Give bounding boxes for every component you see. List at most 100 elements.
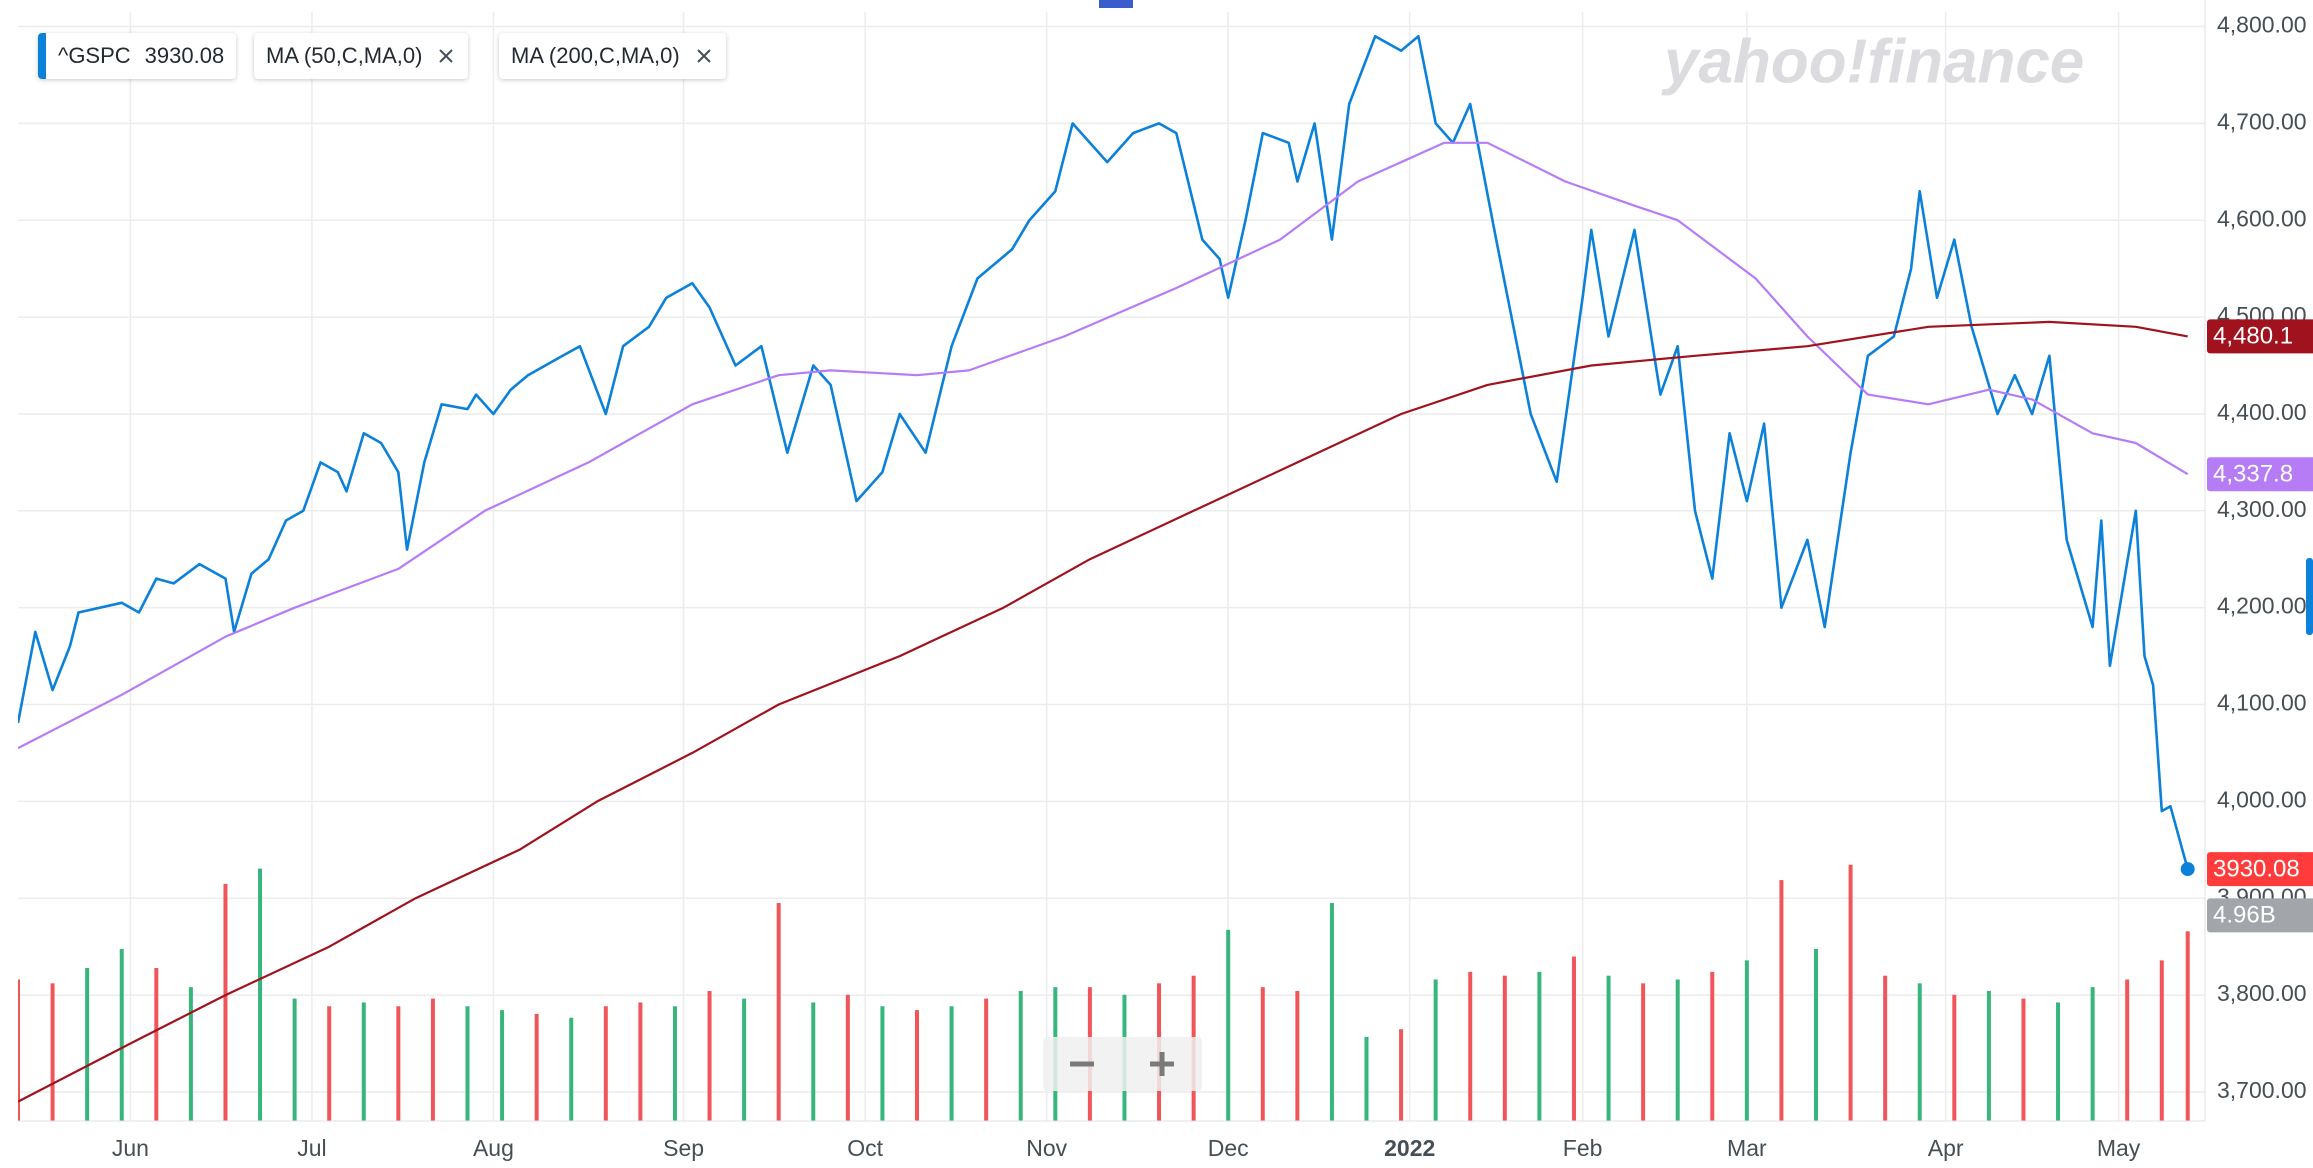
volume-bar	[534, 1013, 539, 1121]
volume-bar	[672, 1006, 677, 1121]
y-tick-label: 4,000.00	[2217, 786, 2307, 812]
volume-bar	[1468, 971, 1473, 1121]
volume-bar	[2185, 931, 2190, 1121]
y-tick-label: 4,400.00	[2217, 399, 2307, 425]
x-tick-label: Mar	[1727, 1135, 1767, 1161]
volume-bar	[949, 1006, 954, 1121]
series-line	[18, 141, 2189, 750]
remove-icon[interactable]	[438, 48, 454, 64]
end-label: 4,480.1	[2213, 323, 2293, 350]
volume-bar	[811, 1002, 816, 1121]
volume-bar	[776, 903, 781, 1121]
x-tick-label: Jun	[112, 1135, 149, 1161]
x-tick-label: 2022	[1384, 1135, 1435, 1161]
x-tick-label: Nov	[1026, 1135, 1067, 1161]
legend-value: 3930.08	[144, 43, 225, 68]
volume-bar	[258, 868, 263, 1121]
chip-marker	[38, 33, 46, 79]
volume-bar	[1364, 1036, 1369, 1121]
y-tick-label: 4,300.00	[2217, 496, 2307, 522]
x-tick-label: Aug	[473, 1135, 514, 1161]
volume-bar	[1226, 929, 1231, 1121]
last-point	[2180, 862, 2195, 877]
volume-bar	[119, 948, 124, 1121]
axis-labels: 3,700.003,800.003,900.004,000.004,100.00…	[112, 12, 2307, 1161]
volume-bar	[85, 968, 90, 1121]
volume-bar	[1433, 979, 1438, 1121]
drag-handle[interactable]	[1099, 0, 1133, 8]
volume-bar	[880, 1006, 885, 1121]
end-label: 3930.08	[2213, 855, 2300, 882]
legend-chip[interactable]: ^GSPC 3930.08	[38, 33, 237, 79]
zoom-control[interactable]	[1043, 1037, 1202, 1091]
end-label: 4.96B	[2213, 902, 2276, 929]
series-line	[18, 34, 2189, 870]
remove-icon[interactable]	[696, 48, 712, 64]
volume-bar	[1537, 971, 1542, 1121]
volume-bar	[1917, 983, 1922, 1121]
y-tick-label: 3,800.00	[2217, 980, 2307, 1006]
volume-bar	[1571, 956, 1576, 1121]
volume-bar	[984, 998, 989, 1121]
volume-bar	[1952, 994, 1957, 1121]
lines	[18, 34, 2189, 1103]
watermark: yahoo!finance	[1661, 27, 2084, 96]
volume-bar	[1606, 975, 1611, 1121]
series-line	[18, 320, 2188, 1103]
volume-bar	[603, 1006, 608, 1121]
volume-bar	[396, 1006, 401, 1121]
volume-bar	[500, 1010, 505, 1121]
legend-chip[interactable]: MA (50,C,MA,0)	[254, 33, 469, 79]
volume-bar	[845, 994, 850, 1121]
legend-chip[interactable]: MA (200,C,MA,0)	[499, 33, 726, 79]
x-tick-label: Feb	[1563, 1135, 1603, 1161]
volume-bar	[2056, 1002, 2061, 1121]
volume-bar	[742, 998, 747, 1121]
y-tick-label: 4,600.00	[2217, 205, 2307, 231]
x-tick-label: Dec	[1208, 1135, 1249, 1161]
volume-bar	[1295, 990, 1300, 1121]
volume-bar	[1779, 880, 1784, 1121]
volume-bars	[18, 864, 2190, 1121]
zoom-background	[1043, 1037, 1202, 1091]
volume-bar	[1399, 1029, 1404, 1121]
legend-label: ^GSPC	[58, 43, 131, 68]
volume-bar	[1848, 864, 1853, 1121]
side-handle[interactable]	[2306, 558, 2313, 635]
volume-bar	[223, 883, 228, 1121]
x-tick-label: Apr	[1928, 1135, 1964, 1161]
volume-bar	[569, 1017, 574, 1121]
end-label-box	[2207, 319, 2313, 354]
volume-bar	[1883, 975, 1888, 1121]
volume-bar	[1744, 960, 1749, 1121]
x-tick-label: Sep	[663, 1135, 704, 1161]
y-tick-label: 3,700.00	[2217, 1077, 2307, 1103]
volume-bar	[707, 990, 712, 1121]
volume-bar	[292, 998, 297, 1121]
grid	[18, 12, 2205, 1121]
y-tick-label: 4,700.00	[2217, 108, 2307, 134]
y-tick-label: 4,800.00	[2217, 12, 2307, 38]
y-tick-label: 4,200.00	[2217, 593, 2307, 619]
volume-bar	[2125, 979, 2130, 1121]
volume-bar	[1018, 990, 1023, 1121]
legend-label: MA (200,C,MA,0)	[511, 43, 680, 68]
volume-bar	[465, 1006, 470, 1121]
volume-bar	[154, 968, 159, 1121]
volume-bar	[2021, 998, 2026, 1121]
volume-bar	[188, 987, 193, 1121]
volume-bar	[361, 1002, 366, 1121]
volume-bar	[638, 1002, 643, 1121]
volume-bar	[1260, 987, 1265, 1121]
volume-bar	[1329, 903, 1334, 1121]
end-label-box	[2207, 898, 2313, 933]
volume-bar	[18, 979, 20, 1121]
volume-bar	[1675, 979, 1680, 1121]
x-tick-label: May	[2097, 1135, 2141, 1161]
end-label-box	[2207, 852, 2313, 887]
volume-bar	[1814, 948, 1819, 1121]
volume-bar	[430, 998, 435, 1121]
end-labels: 3930.08 4,337.8 4,480.1 4.96B	[2207, 319, 2313, 933]
